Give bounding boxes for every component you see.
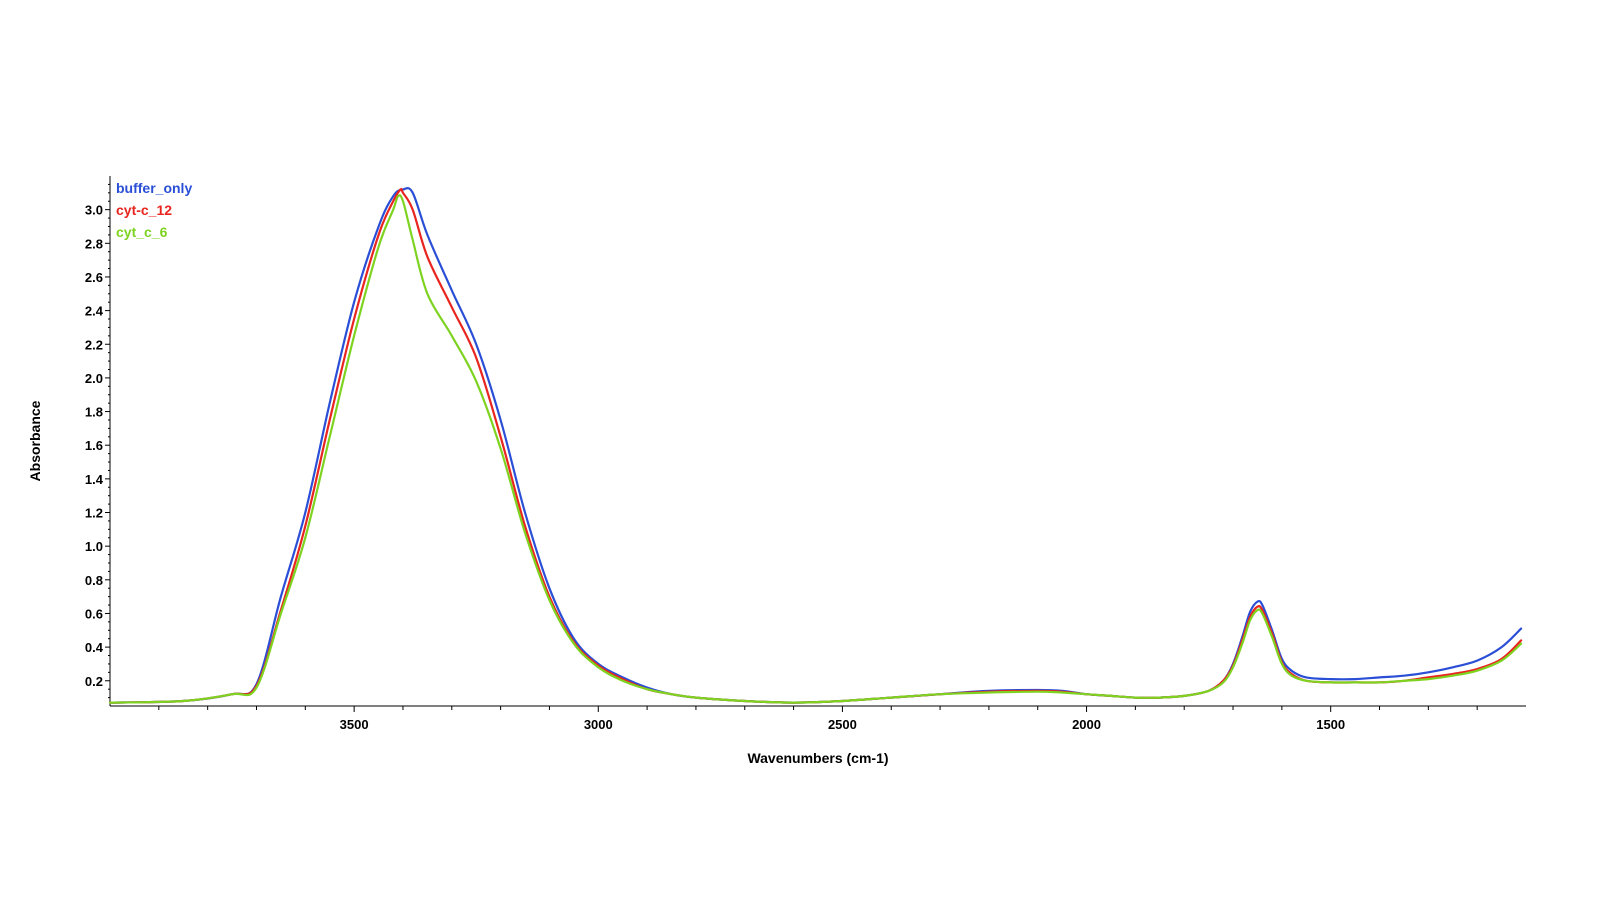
legend-entry: cyt_c_6 [116, 224, 168, 240]
y-tick-label: 2.0 [85, 371, 103, 386]
legend-entry: cyt-c_12 [116, 202, 172, 218]
series-line-cyt_c_6 [108, 194, 1523, 704]
series-line-cyt-c_12 [108, 187, 1523, 704]
y-tick-label: 2.8 [85, 236, 103, 251]
legend-entry: buffer_only [116, 180, 192, 196]
x-ticks: 3500 3000 2500 2000 1500 [158, 706, 1478, 732]
y-axis-title: Absorbance [27, 400, 43, 481]
x-tick-label: 3000 [584, 717, 613, 732]
y-tick-label: 2.4 [85, 304, 104, 319]
axes [109, 176, 1526, 707]
x-axis-title: Wavenumbers (cm-1) [747, 750, 888, 766]
y-tick-label: 3.0 [85, 203, 103, 218]
x-tick-label: 1500 [1316, 717, 1345, 732]
y-tick-label: 2.2 [85, 337, 103, 352]
y-tick-label: 0.8 [85, 573, 103, 588]
y-tick-label: 1.6 [85, 438, 103, 453]
y-tick-label: 1.0 [85, 539, 103, 554]
legend: buffer_only cyt-c_12 cyt_c_6 [116, 180, 192, 240]
x-tick-label: 2500 [828, 717, 857, 732]
x-tick-label: 2000 [1072, 717, 1101, 732]
y-tick-label: 1.4 [85, 472, 104, 487]
y-tick-label: 1.2 [85, 506, 103, 521]
x-tick-label: 3500 [340, 717, 369, 732]
y-ticks: 0.2 0.4 0.6 0.8 1.0 1.2 1.4 1.6 1.8 2.0 2.2 2.4 2.6 2… [85, 183, 110, 699]
y-tick-label: 2.6 [85, 270, 103, 285]
y-tick-label: 0.4 [85, 640, 104, 655]
y-tick-label: 0.2 [85, 674, 103, 689]
y-tick-label: 1.8 [85, 405, 103, 420]
series-line-buffer_only [108, 187, 1523, 704]
series-lines [108, 187, 1523, 704]
y-tick-label: 0.6 [85, 606, 103, 621]
